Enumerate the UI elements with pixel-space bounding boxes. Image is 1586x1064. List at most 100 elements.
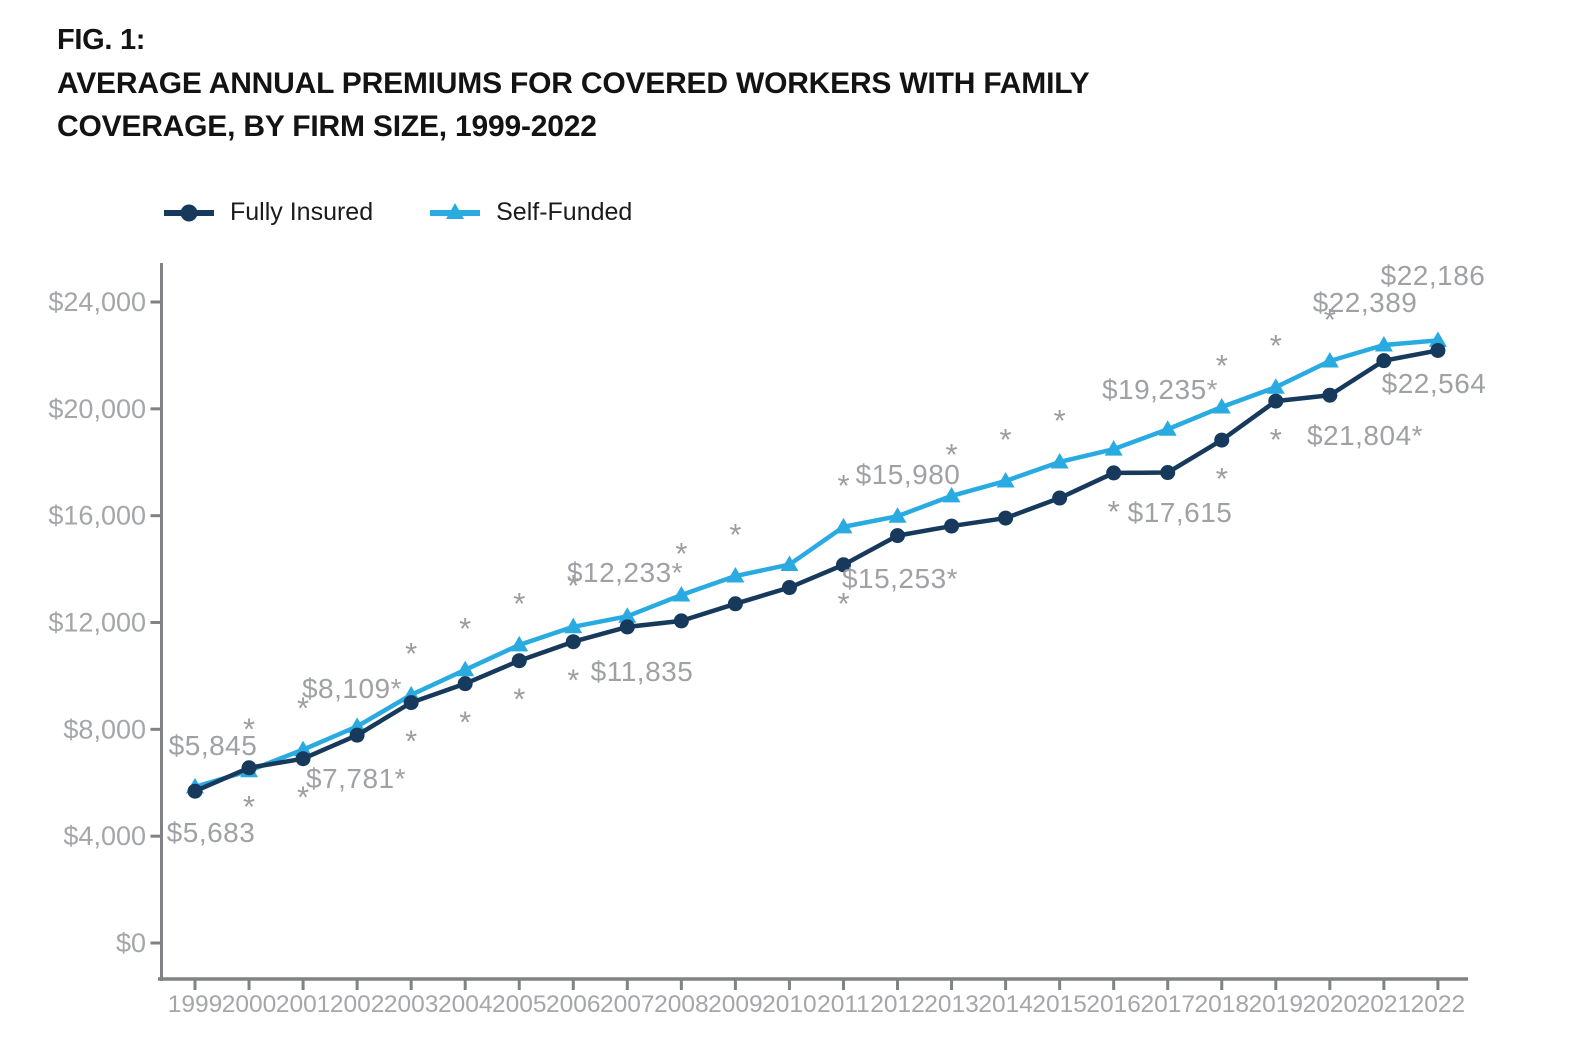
value-annotation-15980: $15,980 bbox=[856, 459, 961, 490]
marker-self-funded-2004 bbox=[456, 660, 475, 677]
marker-self-funded-2018 bbox=[1212, 397, 1231, 414]
significance-asterisk-above-2001: * bbox=[297, 691, 309, 726]
significance-asterisk-above-2009: * bbox=[729, 517, 741, 552]
marker-fully-insured-2000 bbox=[241, 760, 257, 776]
marker-fully-insured-2015 bbox=[1052, 490, 1068, 506]
marker-self-funded-2009 bbox=[726, 567, 745, 583]
x-year-label: 2017 bbox=[1140, 991, 1195, 1018]
marker-fully-insured-2019 bbox=[1268, 393, 1284, 409]
legend-item-self-funded: Self-Funded bbox=[429, 198, 632, 227]
x-year-label: 2013 bbox=[924, 991, 979, 1018]
figure-title-line-1: AVERAGE ANNUAL PREMIUMS FOR COVERED WORK… bbox=[57, 67, 1090, 100]
marker-fully-insured-2014 bbox=[998, 510, 1014, 526]
x-year-label: 2007 bbox=[600, 991, 655, 1018]
marker-fully-insured-2008 bbox=[673, 613, 689, 629]
value-annotation-11835: $11,835 bbox=[591, 656, 694, 687]
series-line-fully-insured bbox=[194, 348, 1439, 794]
significance-asterisk-below-2018: * bbox=[1216, 461, 1228, 496]
significance-asterisk-above-2013: * bbox=[946, 437, 958, 472]
marker-fully-insured-2010 bbox=[781, 580, 797, 596]
marker-fully-insured-2021 bbox=[1376, 353, 1392, 369]
x-year-label: 2003 bbox=[384, 991, 439, 1018]
value-annotation-5845: $5,845 bbox=[169, 730, 258, 761]
x-year-label: 2012 bbox=[870, 991, 925, 1018]
marker-fully-insured-2006 bbox=[565, 634, 581, 650]
significance-asterisk-above-2011: * bbox=[837, 468, 849, 503]
figure-number: FIG. 1: bbox=[57, 24, 146, 56]
value-annotation-22564: $22,564 bbox=[1382, 368, 1487, 399]
x-year-label: 2004 bbox=[438, 991, 493, 1018]
value-annotation-12233: $12,233* bbox=[567, 557, 683, 588]
x-year-label: 2002 bbox=[330, 991, 385, 1018]
x-year-label: 2016 bbox=[1086, 991, 1141, 1018]
marker-self-funded-2005 bbox=[510, 635, 529, 652]
marker-fully-insured-2018 bbox=[1214, 432, 1230, 448]
x-year-label: 2005 bbox=[492, 991, 547, 1018]
significance-asterisk-below-2011: * bbox=[837, 586, 849, 621]
significance-asterisk-above-2003: * bbox=[405, 636, 417, 671]
y-tick-label: $24,000 bbox=[48, 287, 146, 317]
significance-asterisk-above-2015: * bbox=[1054, 403, 1066, 438]
value-annotation-21804: $21,804* bbox=[1307, 420, 1423, 451]
x-year-label: 2001 bbox=[276, 991, 331, 1018]
x-axis: 1999 2000 2001 2002 2003 2004 2005 2006 2007 2008… bbox=[158, 977, 1468, 1018]
marker-fully-insured-2007 bbox=[619, 619, 635, 635]
marker-self-funded-2016 bbox=[1104, 440, 1123, 456]
marker-self-funded-2006 bbox=[564, 617, 583, 634]
significance-asterisk-above-2018: * bbox=[1216, 348, 1228, 383]
marker-fully-insured-2017 bbox=[1160, 465, 1176, 481]
value-annotation-7781: $7,781* bbox=[306, 763, 406, 794]
y-tick-label: $20,000 bbox=[48, 394, 146, 424]
legend-swatch-triangle bbox=[446, 202, 465, 219]
value-annotation-22389: $22,389 bbox=[1313, 287, 1418, 318]
marker-fully-insured-2013 bbox=[944, 518, 960, 534]
marker-fully-insured-1999 bbox=[187, 783, 203, 799]
y-tick-label: $8,000 bbox=[63, 714, 146, 744]
x-year-label: 2000 bbox=[222, 991, 277, 1018]
value-annotation-19235: $19,235* bbox=[1102, 374, 1218, 405]
marker-self-funded-2017 bbox=[1158, 420, 1177, 436]
series-fully-insured bbox=[187, 342, 1446, 799]
x-year-label: 2009 bbox=[708, 991, 763, 1018]
marker-self-funded-2007 bbox=[618, 607, 637, 623]
x-year-label: 2006 bbox=[546, 991, 601, 1018]
figure-title-line-2: COVERAGE, BY FIRM SIZE, 1999-2022 bbox=[57, 110, 597, 143]
marker-self-funded-2020 bbox=[1320, 352, 1339, 368]
y-axis: $0 $4,000 $8,000 $12,000 $16,000 $20,000 $24,0… bbox=[48, 263, 163, 981]
legend-label-fully-insured: Fully Insured bbox=[230, 198, 374, 226]
significance-markers: * * * * * * * * * * * * * * * * * * * * * * * * * bbox=[243, 302, 1336, 824]
marker-self-funded-2021 bbox=[1374, 336, 1393, 352]
significance-asterisk-below-2000: * bbox=[243, 789, 255, 824]
legend-label-self-funded: Self-Funded bbox=[496, 198, 633, 226]
value-annotation-22186: $22,186 bbox=[1381, 260, 1486, 291]
marker-self-funded-2019 bbox=[1266, 378, 1285, 394]
x-year-label: 2014 bbox=[978, 991, 1033, 1018]
significance-asterisk-above-2014: * bbox=[1000, 422, 1012, 457]
y-tick-label: $4,000 bbox=[63, 821, 146, 851]
value-annotation-5683: $5,683 bbox=[167, 817, 256, 848]
significance-asterisk-below-2016: * bbox=[1108, 494, 1120, 529]
series-line-self-funded bbox=[194, 338, 1439, 790]
significance-asterisk-below-2019: * bbox=[1270, 422, 1282, 457]
significance-asterisk-below-2006: * bbox=[567, 663, 579, 698]
marker-fully-insured-2011 bbox=[835, 557, 851, 573]
x-year-label: 2018 bbox=[1195, 991, 1250, 1018]
x-year-label: 2019 bbox=[1249, 991, 1304, 1018]
marker-self-funded-2008 bbox=[672, 585, 691, 602]
x-year-label: 2008 bbox=[654, 991, 709, 1018]
significance-asterisk-above-2008: * bbox=[675, 536, 687, 571]
value-annotations: $5,845 $5,683 $8,109* $7,781* $12,233* $11,83… bbox=[167, 260, 1487, 848]
y-tick-label: $0 bbox=[116, 928, 146, 958]
significance-asterisk-above-2004: * bbox=[459, 611, 471, 646]
marker-self-funded-2010 bbox=[780, 555, 799, 572]
marker-fully-insured-2001 bbox=[295, 751, 311, 767]
marker-self-funded-2002 bbox=[348, 717, 367, 733]
significance-asterisk-above-2005: * bbox=[513, 586, 525, 621]
significance-asterisk-above-2006: * bbox=[567, 568, 579, 603]
x-year-label: 1999 bbox=[168, 991, 223, 1018]
significance-asterisk-below-2005: * bbox=[513, 682, 525, 717]
significance-asterisk-above-2000: * bbox=[243, 712, 255, 747]
y-tick-label: $16,000 bbox=[48, 501, 146, 531]
